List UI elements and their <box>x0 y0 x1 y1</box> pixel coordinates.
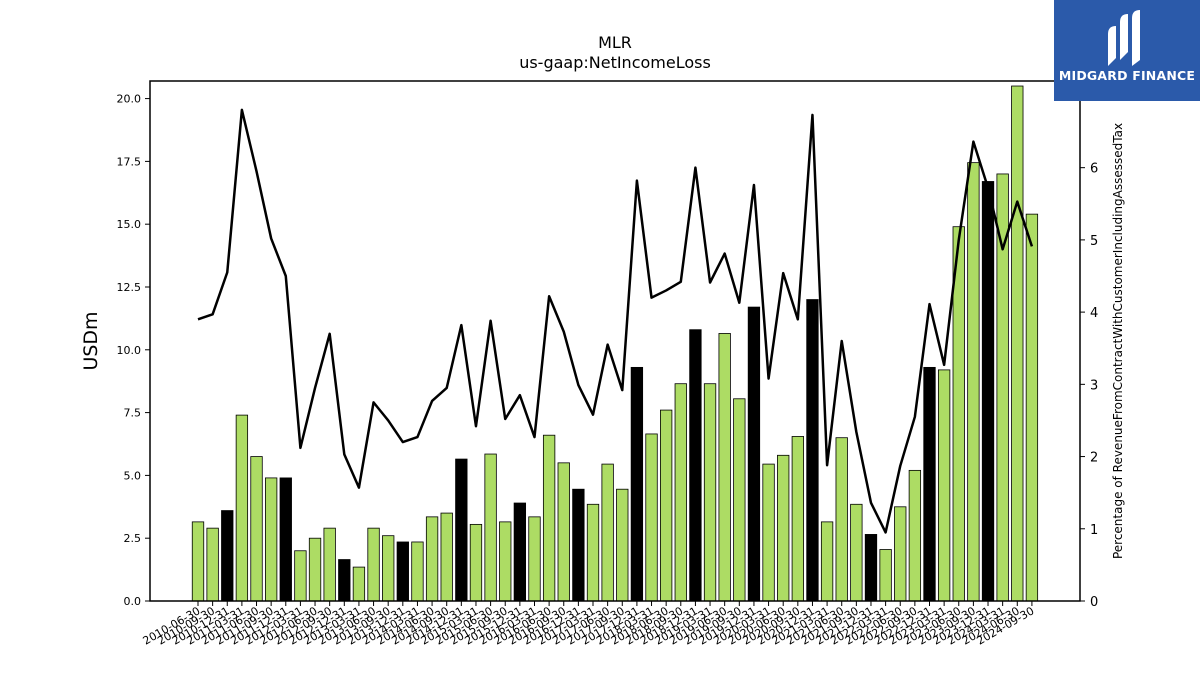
bar-2019-03-31 <box>703 383 717 602</box>
plot-frame <box>149 80 1081 602</box>
bar-2017-09-30 <box>616 488 629 602</box>
y-tick-label: 2.5 <box>124 532 142 545</box>
bar-2018-06-30 <box>660 409 673 602</box>
y-tick-label: 17.5 <box>117 155 142 168</box>
bar-2017-03-31 <box>586 503 600 602</box>
bar-2015-09-30 <box>499 521 512 602</box>
bar-2019-12-31 <box>747 306 761 602</box>
y-axis-label: USDm <box>80 311 102 370</box>
bar-2021-09-30 <box>850 503 863 602</box>
bar-2020-03-31 <box>762 463 775 602</box>
y-right-tick-label: 2 <box>1090 451 1098 466</box>
y-right-tick-label: 6 <box>1090 162 1098 177</box>
bar-2019-06-30 <box>718 333 731 602</box>
bar-2014-06-30 <box>425 516 439 602</box>
chart-subtitle: us-gaap:NetIncomeLoss <box>519 53 711 72</box>
bar-2014-12-31 <box>455 458 468 602</box>
ratio-line <box>197 108 1034 534</box>
bar-2022-09-30 <box>908 469 922 602</box>
bar-2023-09-30 <box>967 162 980 602</box>
bar-2014-03-31 <box>411 541 424 602</box>
y-right-tick-label: 4 <box>1090 306 1098 321</box>
bar-2022-12-31 <box>923 366 936 602</box>
y-tick-label: 20.0 <box>117 93 142 106</box>
bar-2018-03-31 <box>645 433 658 602</box>
bar-2020-06-30 <box>777 454 790 602</box>
bar-2010-09-30 <box>206 527 219 602</box>
y-axis-right-label: Percentage of RevenueFromContractWithCus… <box>1111 123 1125 559</box>
bar-2018-09-30 <box>674 383 687 602</box>
bar-2018-12-31 <box>689 329 702 602</box>
bar-2022-03-31 <box>879 549 892 602</box>
bar-2021-12-31 <box>864 534 878 602</box>
logo-text: MIDGARD FINANCE <box>1058 68 1196 83</box>
bar-2020-09-30 <box>791 436 804 602</box>
y-tick-label: 12.5 <box>117 281 142 294</box>
bar-2016-12-31 <box>572 488 585 602</box>
chart-title: MLR <box>598 33 632 52</box>
y-tick-label: 10.0 <box>117 344 142 357</box>
bar-2013-06-30 <box>367 527 380 602</box>
bar-2019-09-30 <box>733 398 746 602</box>
bar-2021-03-31 <box>820 521 834 602</box>
bar-2010-12-31 <box>221 510 234 602</box>
y-right-tick-label: 0 <box>1090 595 1098 610</box>
bar-2023-12-31 <box>981 181 995 602</box>
midgard-finance-logo: MIDGARD FINANCE <box>1054 0 1200 101</box>
bar-2024-09-30 <box>1025 213 1039 602</box>
bar-2012-09-30 <box>323 527 336 602</box>
bar-2020-12-31 <box>806 299 819 602</box>
bar-2013-09-30 <box>382 535 395 602</box>
y-right-tick-label: 3 <box>1090 378 1098 393</box>
bar-2013-03-31 <box>352 566 366 602</box>
y-tick-label: 15.0 <box>117 218 142 231</box>
y-tick-label: 7.5 <box>124 407 142 420</box>
y-right-tick-label: 1 <box>1090 523 1098 538</box>
bar-2012-12-31 <box>338 559 351 602</box>
bar-2011-06-30 <box>250 456 263 602</box>
bar-2016-06-30 <box>542 434 556 602</box>
bar-2011-12-31 <box>279 477 292 602</box>
bar-2023-03-31 <box>937 369 951 602</box>
bar-2021-06-30 <box>835 437 848 602</box>
bar-2011-09-30 <box>264 477 278 602</box>
bar-2012-06-30 <box>308 537 322 602</box>
bar-2022-06-30 <box>894 506 907 602</box>
bar-2015-06-30 <box>484 453 497 602</box>
y-right-tick-label: 5 <box>1090 234 1098 249</box>
bar-2011-03-31 <box>235 414 249 602</box>
bar-2010-06-30 <box>191 521 205 602</box>
bar-2017-12-31 <box>630 366 644 602</box>
bar-2017-06-30 <box>601 463 614 602</box>
logo-mark-icon <box>1108 10 1140 66</box>
bar-2016-09-30 <box>557 462 570 602</box>
bar-2014-09-30 <box>440 512 453 602</box>
bar-2013-12-31 <box>396 541 409 602</box>
y-tick-label: 5.0 <box>124 469 142 482</box>
bar-2024-06-30 <box>1011 85 1024 602</box>
bar-2015-03-31 <box>469 523 483 602</box>
bar-2012-03-31 <box>294 550 307 602</box>
y-tick-label: 0.0 <box>124 595 142 608</box>
bar-2016-03-31 <box>528 516 541 602</box>
bar-2015-12-31 <box>513 502 527 602</box>
